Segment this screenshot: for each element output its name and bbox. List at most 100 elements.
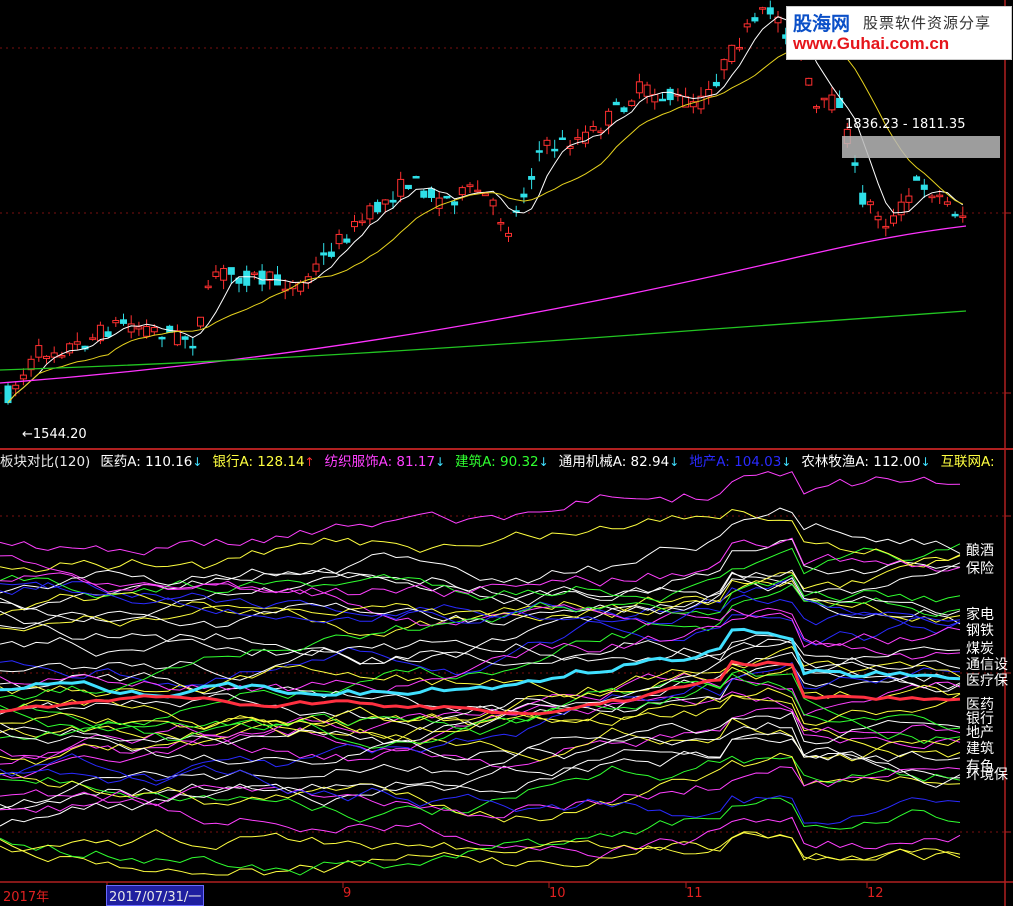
legend-label: 通用机械A: 82.94 xyxy=(558,454,670,470)
candle-body xyxy=(928,195,936,199)
candle-body xyxy=(258,270,266,285)
candle-body xyxy=(605,110,613,126)
candle-body xyxy=(612,101,620,106)
candle-body xyxy=(366,205,374,220)
sector-line xyxy=(0,755,961,823)
legend-label: 地产A: 104.03 xyxy=(689,454,782,470)
sector-line xyxy=(0,580,961,637)
candle-body xyxy=(235,277,243,284)
candle-body xyxy=(589,125,597,131)
candle-body xyxy=(358,220,366,224)
candle-body xyxy=(920,184,928,190)
candle-body xyxy=(689,101,697,108)
candle-body xyxy=(204,285,212,289)
candle-body xyxy=(173,330,181,346)
candle-body xyxy=(420,190,428,198)
legend-item: 通用机械A: 82.94↓ xyxy=(559,454,680,470)
sector-line xyxy=(0,766,961,819)
candle-body xyxy=(505,232,512,237)
candle-body xyxy=(712,81,720,87)
x-tick-oct: 10 xyxy=(549,886,566,901)
candle-body xyxy=(250,272,258,276)
watermark-url: www.Guhai.com.cn xyxy=(793,34,950,53)
candle-body xyxy=(620,107,628,113)
candle-body xyxy=(381,199,389,205)
candle-body xyxy=(327,251,335,257)
candle-body xyxy=(535,150,543,153)
candle-body xyxy=(805,77,813,86)
candle-body xyxy=(320,252,328,256)
sector-line xyxy=(0,633,961,662)
x-tick-nov: 11 xyxy=(686,886,703,901)
legend-item: 医药A: 110.16↓ xyxy=(100,454,202,470)
candle-body xyxy=(104,331,112,337)
candle-body xyxy=(890,215,897,224)
sector-line xyxy=(0,789,961,859)
candle-body xyxy=(874,215,882,221)
down-arrow-icon: ↓ xyxy=(669,455,680,469)
sector-end-label: 煤炭 xyxy=(966,641,994,657)
down-arrow-icon: ↓ xyxy=(538,455,549,469)
highlight-line-red xyxy=(0,659,961,716)
candle-body xyxy=(212,271,220,277)
sector-end-label: 保险 xyxy=(966,561,994,577)
sector-line xyxy=(0,582,961,627)
candle-body xyxy=(736,46,743,50)
candle-body xyxy=(35,345,43,358)
candle-body xyxy=(197,316,204,327)
candle-body xyxy=(936,194,944,198)
candle-body xyxy=(697,95,705,110)
candle-body xyxy=(913,176,921,181)
legend-label: 建筑A: 90.32 xyxy=(455,454,539,470)
candle-body xyxy=(266,271,274,281)
sector-line xyxy=(0,691,961,759)
candle-body xyxy=(343,238,351,243)
legend-label: 医药A: 110.16 xyxy=(100,454,193,470)
sector-line xyxy=(0,614,961,688)
ma-line-medium xyxy=(7,43,964,403)
sector-line xyxy=(0,538,961,611)
candle-body xyxy=(374,201,382,213)
candle-body xyxy=(728,44,736,63)
candle-body xyxy=(458,187,466,196)
candle-body xyxy=(428,188,435,198)
watermark-brand: 股海网 xyxy=(793,13,851,35)
candle-body xyxy=(558,137,566,141)
candle-body xyxy=(451,201,459,206)
sector-end-label: 建筑 xyxy=(966,741,994,757)
candle-body xyxy=(489,199,497,207)
sector-end-label: 有色 xyxy=(966,759,994,775)
candle-body xyxy=(628,100,636,107)
candle-body xyxy=(243,270,251,286)
cursor-date-label[interactable]: 2017/07/31/一 xyxy=(105,885,205,906)
candle-body xyxy=(766,7,774,15)
candle-body xyxy=(96,324,104,342)
sector-line xyxy=(0,673,961,744)
candle-body xyxy=(181,336,189,340)
candle-body xyxy=(404,184,412,190)
candle-body xyxy=(312,263,320,272)
sector-line xyxy=(0,687,961,742)
candle-body xyxy=(828,94,836,111)
sector-line xyxy=(0,753,961,825)
sector-end-label: 医疗保 xyxy=(966,673,1008,689)
candle-body xyxy=(412,176,420,179)
candle-body xyxy=(158,336,166,340)
sector-line xyxy=(0,543,961,603)
low-price-label: ←1544.20 xyxy=(22,427,87,442)
sector-line xyxy=(0,537,961,598)
legend-label: 银行A: 128.14 xyxy=(212,454,305,470)
sector-end-label: 家电 xyxy=(966,607,994,623)
candle-body xyxy=(150,327,158,333)
candle-body xyxy=(335,233,343,245)
range-readout-box xyxy=(842,136,1000,158)
sector-line xyxy=(0,577,961,681)
legend-item: 纺织服饰A: 81.17↓ xyxy=(325,454,446,470)
sector-line xyxy=(0,663,961,730)
candle-body xyxy=(73,341,81,345)
candle-body xyxy=(43,355,50,359)
sector-line xyxy=(0,662,961,784)
sector-line xyxy=(0,752,961,823)
sector-line xyxy=(0,508,961,573)
